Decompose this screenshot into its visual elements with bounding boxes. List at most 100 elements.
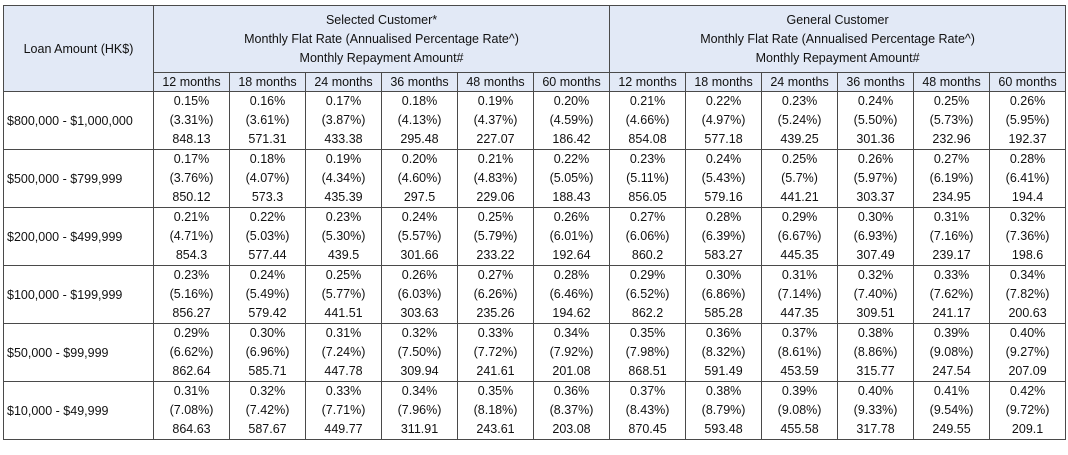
- flat-rate: 0.26%: [1009, 94, 1046, 108]
- loan-amount-cell: $500,000 - $799,999: [3, 149, 154, 208]
- table-row: $100,000 - $199,999 0.23% (5.16%) 856.27 0.2…: [3, 265, 1067, 324]
- repayment-amount: 441.51: [324, 306, 363, 320]
- flat-rate: 0.32%: [401, 326, 438, 340]
- rate-cell-general: 0.23% (5.11%) 856.05: [609, 149, 687, 208]
- flat-rate: 0.25%: [933, 94, 970, 108]
- flat-rate: 0.25%: [781, 152, 818, 166]
- loan-amount-cell: $200,000 - $499,999: [3, 207, 154, 266]
- apr-value: (7.62%): [929, 287, 974, 301]
- repayment-amount: 203.08: [552, 422, 591, 436]
- flat-rate: 0.31%: [933, 210, 970, 224]
- flat-rate: 0.31%: [325, 326, 362, 340]
- apr-value: (7.71%): [321, 403, 366, 417]
- apr-value: (7.16%): [929, 229, 974, 243]
- flat-rate: 0.33%: [933, 268, 970, 282]
- flat-rate: 0.16%: [249, 94, 286, 108]
- repayment-amount: 848.13: [172, 132, 211, 146]
- repayment-amount: 583.27: [704, 248, 743, 262]
- flat-rate: 0.27%: [933, 152, 970, 166]
- rate-cell-selected: 0.22% (5.03%) 577.44: [229, 207, 306, 266]
- repayment-amount: 868.51: [628, 364, 667, 378]
- flat-rate: 0.18%: [249, 152, 286, 166]
- flat-rate: 0.19%: [477, 94, 514, 108]
- table-body: $800,000 - $1,000,000 0.15% (3.31%) 848.13 0…: [3, 91, 1067, 440]
- repayment-amount: 585.28: [704, 306, 743, 320]
- flat-rate: 0.28%: [705, 210, 742, 224]
- apr-value: (7.72%): [473, 345, 518, 359]
- apr-value: (6.19%): [929, 171, 974, 185]
- repayment-amount: 577.18: [704, 132, 743, 146]
- repayment-amount: 303.63: [400, 306, 439, 320]
- flat-rate: 0.33%: [477, 326, 514, 340]
- table-row: $200,000 - $499,999 0.21% (4.71%) 854.3 0.22…: [3, 207, 1067, 266]
- flat-rate: 0.27%: [629, 210, 666, 224]
- apr-value: (5.77%): [321, 287, 366, 301]
- flat-rate: 0.37%: [781, 326, 818, 340]
- rate-cell-selected: 0.24% (5.49%) 579.42: [229, 265, 306, 324]
- repayment-amount: 233.22: [476, 248, 515, 262]
- apr-value: (4.71%): [169, 229, 214, 243]
- flat-rate: 0.35%: [629, 326, 666, 340]
- repayment-amount: 249.55: [932, 422, 971, 436]
- apr-value: (6.01%): [549, 229, 594, 243]
- rate-cell-general: 0.25% (5.73%) 232.96: [913, 91, 991, 150]
- apr-value: (6.46%): [549, 287, 594, 301]
- apr-value: (9.08%): [777, 403, 822, 417]
- loan-rate-table: Loan Amount (HK$) Selected Customer* Mon…: [3, 5, 1067, 440]
- term-header-selected: 36 months: [381, 72, 458, 92]
- table-row: $500,000 - $799,999 0.17% (3.76%) 850.12 0.1…: [3, 149, 1067, 208]
- rate-cell-general: 0.27% (6.19%) 234.95: [913, 149, 991, 208]
- repayment-amount: 243.61: [476, 422, 515, 436]
- apr-value: (8.32%): [701, 345, 746, 359]
- rate-cell-general: 0.22% (4.97%) 577.18: [685, 91, 763, 150]
- flat-rate: 0.33%: [325, 384, 362, 398]
- rate-cell-general: 0.37% (8.43%) 870.45: [609, 381, 687, 440]
- rate-cell-general: 0.28% (6.41%) 194.4: [989, 149, 1067, 208]
- apr-value: (9.54%): [929, 403, 974, 417]
- apr-value: (7.82%): [1005, 287, 1050, 301]
- apr-value: (5.7%): [781, 171, 818, 185]
- flat-rate: 0.24%: [401, 210, 438, 224]
- flat-rate: 0.28%: [553, 268, 590, 282]
- repayment-amount: 315.77: [856, 364, 895, 378]
- apr-value: (9.08%): [929, 345, 974, 359]
- apr-value: (4.37%): [473, 113, 518, 127]
- term-header-selected: 12 months: [153, 72, 230, 92]
- apr-value: (8.86%): [853, 345, 898, 359]
- apr-value: (5.11%): [626, 171, 669, 185]
- repayment-amount: 856.27: [172, 306, 211, 320]
- rate-cell-general: 0.39% (9.08%) 247.54: [913, 323, 991, 382]
- repayment-amount: 229.06: [476, 190, 515, 204]
- apr-value: (5.30%): [321, 229, 366, 243]
- flat-rate: 0.15%: [173, 94, 210, 108]
- repayment-amount: 192.37: [1008, 132, 1047, 146]
- apr-value: (5.24%): [777, 113, 822, 127]
- term-header-selected: 60 months: [532, 72, 611, 92]
- apr-value: (5.05%): [549, 171, 594, 185]
- repayment-amount: 571.31: [248, 132, 287, 146]
- repayment-amount: 860.2: [631, 248, 664, 262]
- repayment-amount: 227.07: [476, 132, 515, 146]
- loan-amount-cell: $800,000 - $1,000,000: [3, 91, 154, 150]
- flat-rate: 0.22%: [249, 210, 286, 224]
- repayment-amount: 870.45: [628, 422, 667, 436]
- flat-rate: 0.25%: [477, 210, 514, 224]
- term-header-general: 60 months: [989, 72, 1067, 92]
- apr-value: (8.18%): [473, 403, 518, 417]
- flat-rate: 0.21%: [173, 210, 210, 224]
- loan-amount-header: Loan Amount (HK$): [3, 5, 154, 92]
- rate-cell-selected: 0.28% (6.46%) 194.62: [532, 265, 611, 324]
- repayment-amount: 301.36: [856, 132, 895, 146]
- rate-cell-general: 0.30% (6.93%) 307.49: [837, 207, 915, 266]
- rate-cell-general: 0.29% (6.52%) 862.2: [609, 265, 687, 324]
- flat-rate: 0.37%: [629, 384, 666, 398]
- flat-rate: 0.34%: [401, 384, 438, 398]
- repayment-amount: 307.49: [856, 248, 895, 262]
- apr-value: (5.50%): [853, 113, 898, 127]
- repayment-amount: 435.39: [324, 190, 363, 204]
- flat-rate: 0.30%: [857, 210, 894, 224]
- repayment-amount: 201.08: [552, 364, 591, 378]
- table-row: $10,000 - $49,999 0.31% (7.08%) 864.63 0.32%…: [3, 381, 1067, 440]
- flat-rate: 0.34%: [1009, 268, 1046, 282]
- repayment-amount: 864.63: [172, 422, 211, 436]
